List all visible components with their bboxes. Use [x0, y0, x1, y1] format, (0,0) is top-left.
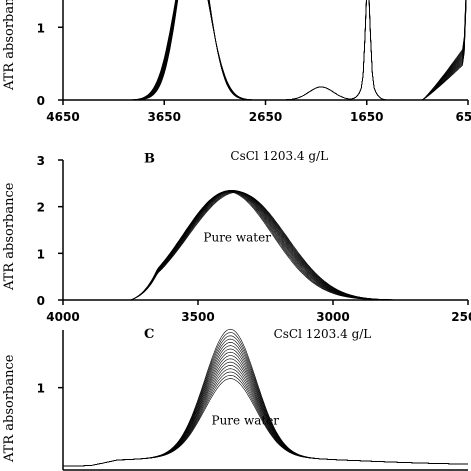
spectrum-line	[63, 191, 468, 301]
spectrum-line	[63, 190, 468, 301]
panel-c-y-label: ATR absorbance	[2, 354, 17, 463]
x-tick-label: 4000	[46, 310, 79, 324]
spectrum-line	[63, 0, 467, 101]
spectrum-line	[63, 0, 467, 101]
spectrum-line	[63, 190, 468, 301]
spectrum-line	[63, 190, 468, 301]
y-tick-label: 2	[37, 201, 45, 215]
panel-c-y-ticks: 1	[37, 382, 63, 396]
spectrum-line	[63, 0, 467, 101]
y-tick-label: 3	[37, 154, 45, 168]
spectrum-line	[63, 190, 468, 301]
spectrum-line	[63, 332, 468, 467]
x-tick-label: 4650	[46, 110, 79, 124]
spectrum-line	[63, 190, 468, 301]
spectrum-line	[63, 0, 467, 101]
spectrum-line	[63, 0, 467, 101]
panel-c-annotation-pure-water: Pure water	[212, 414, 280, 428]
panel-c-letter: C	[144, 327, 154, 342]
panel-a-x-ticks: 4650 3650 2650 1650 650	[46, 100, 471, 124]
y-tick-label: 1	[37, 21, 45, 35]
x-tick-label: 1650	[350, 110, 383, 124]
spectrum-line	[63, 190, 468, 301]
x-tick-label: 3650	[148, 110, 181, 124]
panel-b-annotation-pure-water: Pure water	[203, 231, 271, 245]
spectrum-line	[63, 0, 467, 101]
spectrum-line	[63, 0, 467, 101]
spectrum-line	[63, 0, 467, 101]
spectrum-line	[63, 0, 467, 101]
panel-b-y-label: ATR absorbance	[2, 182, 17, 291]
panel-b-series	[63, 190, 468, 301]
panel-a-series	[63, 0, 467, 101]
panel-a-y-label: ATR absorbance	[2, 0, 17, 91]
spectrum-line	[63, 342, 468, 467]
spectrum-line	[63, 0, 467, 101]
spectrum-line	[63, 0, 467, 101]
x-tick-label: 2650	[249, 110, 282, 124]
spectrum-line	[63, 190, 468, 301]
spectrum-line	[63, 335, 468, 467]
spectrum-line	[63, 0, 467, 101]
spectrum-line	[63, 0, 467, 101]
spectrum-line	[63, 0, 467, 101]
x-tick-label: 3000	[316, 310, 349, 324]
spectrum-line	[63, 191, 468, 301]
panel-b-letter: B	[144, 151, 155, 166]
spectrum-line	[63, 190, 468, 301]
y-tick-label: 1	[37, 382, 45, 396]
spectrum-line	[63, 190, 468, 301]
spectrum-line	[63, 0, 467, 101]
panel-b-x-ticks: 4000 3500 3000 2500	[46, 300, 471, 324]
panel-b-y-ticks: 0 1 2 3	[37, 154, 63, 308]
panel-a-y-ticks: 012	[37, 21, 63, 108]
y-tick-label: 0	[37, 94, 45, 108]
panel-c: 1 C CsCl 1203.4 g/L Pure water ATR absor…	[2, 327, 468, 471]
spectrum-line	[63, 338, 468, 467]
spectrum-line	[63, 191, 468, 301]
spectrum-line	[63, 345, 468, 467]
panel-c-annotation-cscl: CsCl 1203.4 g/L	[274, 327, 372, 341]
x-tick-label: 3500	[181, 310, 214, 324]
x-tick-label: 650	[455, 110, 471, 124]
spectrum-line	[63, 191, 468, 301]
x-tick-label: 2500	[451, 310, 471, 324]
spectrum-line	[63, 190, 468, 301]
panel-b-annotation-cscl: CsCl 1203.4 g/L	[230, 149, 328, 163]
spectrum-line	[63, 328, 468, 467]
panel-c-series	[63, 328, 468, 467]
y-tick-label: 1	[37, 247, 45, 261]
spectrum-line	[63, 190, 468, 301]
spectrum-line	[63, 191, 468, 301]
spectrum-line	[63, 0, 466, 101]
y-tick-label: 0	[37, 294, 45, 308]
